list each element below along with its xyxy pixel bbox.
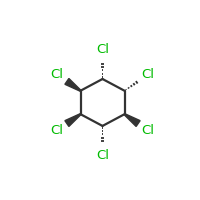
Text: Cl: Cl xyxy=(141,68,154,81)
Text: Cl: Cl xyxy=(51,124,64,137)
Polygon shape xyxy=(65,114,81,126)
Polygon shape xyxy=(124,114,140,126)
Text: Cl: Cl xyxy=(51,68,64,81)
Text: Cl: Cl xyxy=(96,43,109,56)
Polygon shape xyxy=(65,78,81,91)
Text: Cl: Cl xyxy=(96,149,109,162)
Text: Cl: Cl xyxy=(141,124,154,137)
